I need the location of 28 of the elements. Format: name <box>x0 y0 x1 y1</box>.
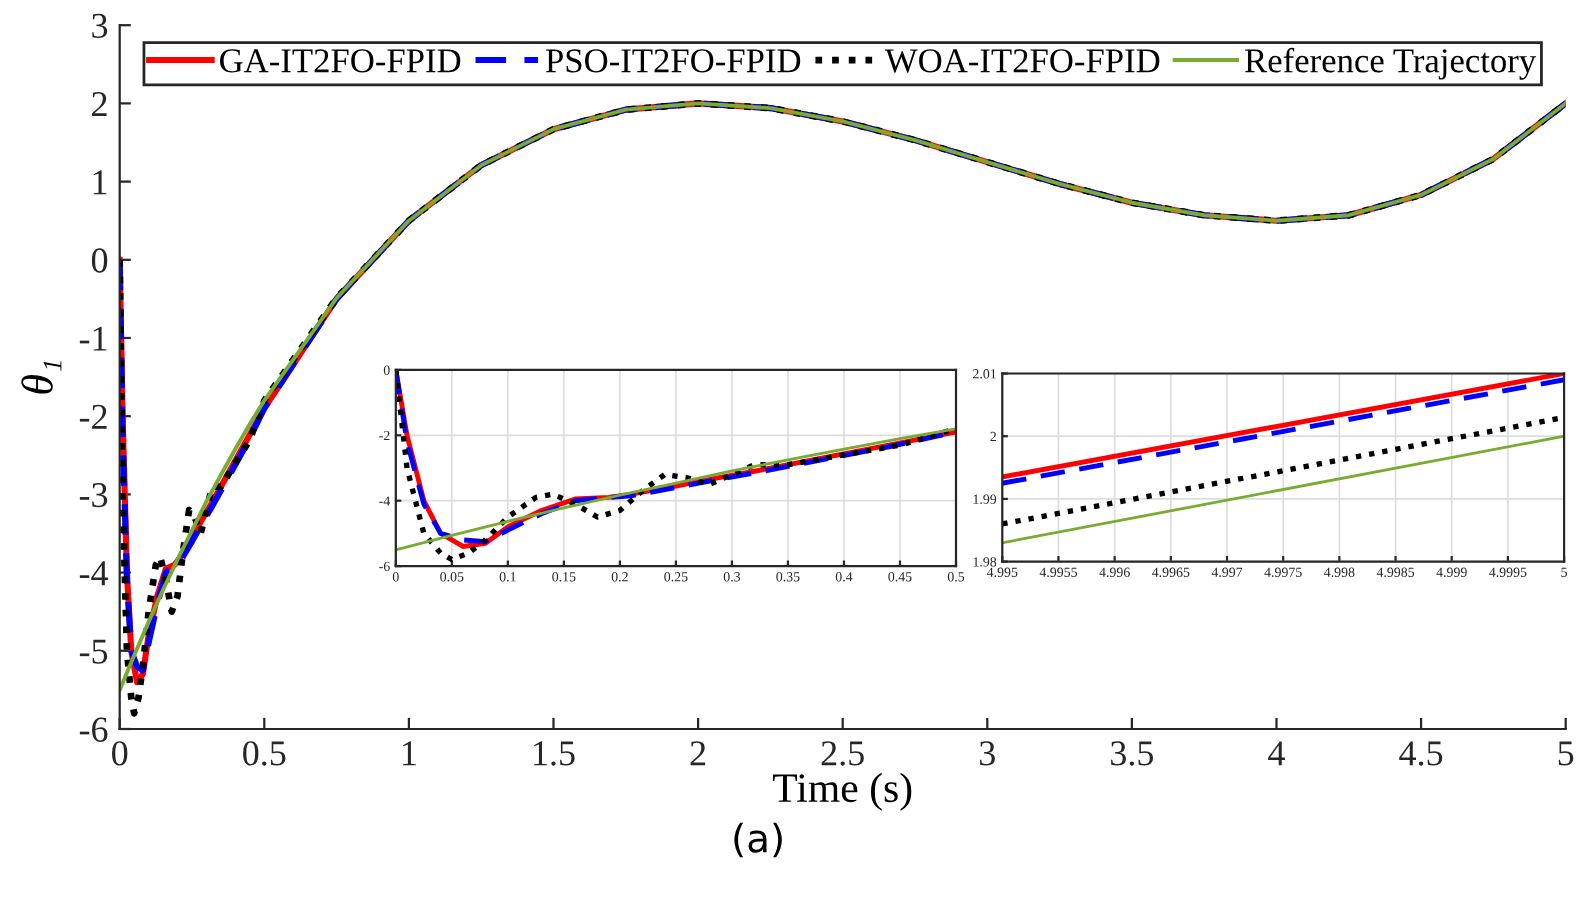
text: (a) <box>734 822 782 858</box>
legend-label: PSO-IT2FO-FPID <box>545 49 801 73</box>
x-tick-label: 4.5 <box>1399 741 1443 766</box>
legend-label: WOA-IT2FO-FPID <box>884 49 1160 73</box>
y-axis-title: θ₁ <box>21 361 62 394</box>
y-tick-label: -6 <box>79 717 108 742</box>
x-tick-label: 2.5 <box>821 741 864 766</box>
y-tick-label: 0 <box>91 248 108 273</box>
x-tick-label: 2 <box>690 741 706 766</box>
x-tick-label: 5 <box>1558 741 1574 766</box>
legend-label: Reference Trajectory <box>1245 47 1537 80</box>
y-tick-label: -1 <box>79 326 107 351</box>
x-tick-label: 1.5 <box>534 741 575 766</box>
y-tick-label: 1 <box>93 170 107 195</box>
x-tick-label: 3.5 <box>1111 741 1154 766</box>
y-tick-label: -5 <box>79 639 108 664</box>
x-tick-label: 0.5 <box>243 741 286 766</box>
y-tick-label: 3 <box>92 13 108 39</box>
x-tick-label: 4 <box>1268 741 1285 766</box>
legend-label: GA-IT2FO-FPID <box>220 49 461 73</box>
x-tick-label: 1 <box>403 741 416 766</box>
x-axis-title: Time (s) <box>773 772 912 811</box>
y-tick-label: 2 <box>92 92 107 116</box>
x-tick-label: 0 <box>112 741 128 766</box>
line-series <box>395 427 957 552</box>
y-tick-label: -4 <box>79 561 109 586</box>
y-tick-label: -2 <box>79 404 107 429</box>
y-tick-label: -3 <box>79 483 108 508</box>
